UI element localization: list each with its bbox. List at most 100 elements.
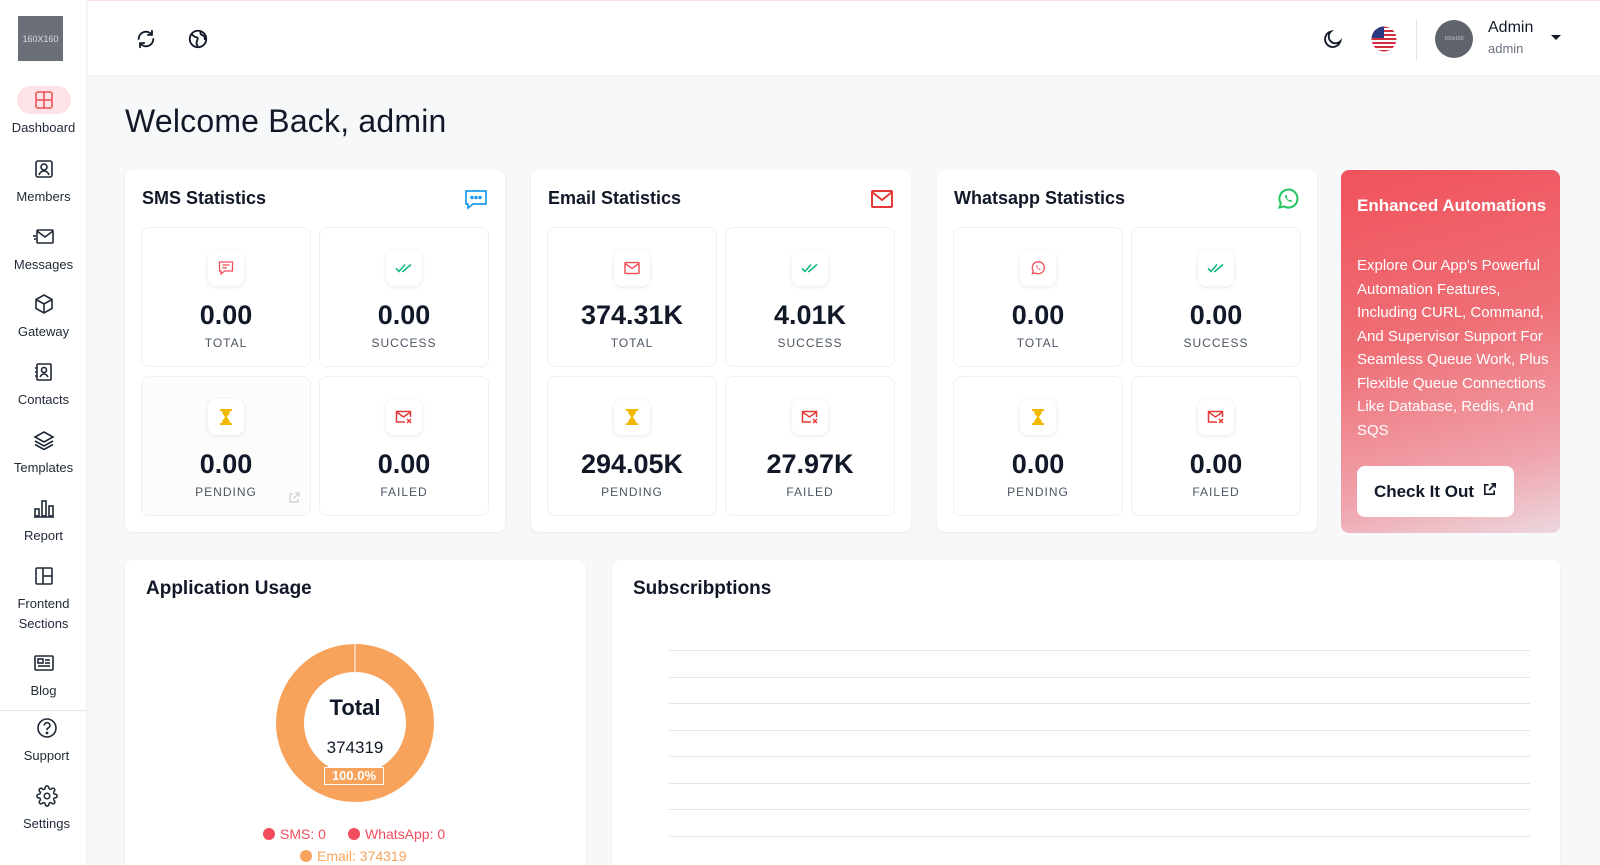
donut-data-label: 100.0% — [324, 767, 384, 785]
email-total-tile[interactable]: 374.31K TOTAL — [547, 227, 717, 367]
sidebar-item-label: Messages — [13, 257, 74, 272]
tile-label: TOTAL — [610, 336, 654, 350]
sms-total-tile[interactable]: 0.00 TOTAL — [141, 227, 311, 367]
double-check-icon — [386, 250, 422, 286]
legend-label: Email: 374319 — [317, 848, 407, 864]
mail-x-icon — [1198, 399, 1234, 435]
whatsapp-pending-tile[interactable]: 0.00 PENDING — [953, 376, 1123, 516]
topbar-divider — [1416, 19, 1417, 61]
card-title: Whatsapp Statistics — [954, 188, 1126, 208]
sidebar-item-label: Blog — [30, 683, 57, 698]
double-check-icon — [1198, 250, 1234, 286]
email-pending-tile[interactable]: 294.05K PENDING — [547, 376, 717, 516]
sms-pending-tile[interactable]: 0.00 PENDING — [141, 376, 311, 516]
double-check-icon — [792, 250, 828, 286]
donut-center-value: 374319 — [326, 738, 384, 757]
page-title: Welcome Back, admin — [125, 103, 447, 139]
moon-icon[interactable] — [1320, 26, 1346, 52]
promo-text: Explore Our App's Powerful Automation Fe… — [1357, 257, 1549, 439]
sidebar-item-dashboard[interactable]: Dashboard — [0, 86, 87, 138]
whatsapp-success-tile[interactable]: 0.00 SUCCESS — [1131, 227, 1301, 367]
sidebar-item-label: Gateway — [17, 324, 70, 339]
sidebar-item-gateway[interactable]: Gateway — [0, 290, 87, 342]
sidebar-item-settings[interactable]: Settings — [3, 782, 90, 834]
logo-text: 160X160 — [22, 33, 59, 44]
promo-title: Enhanced Automations — [1357, 196, 1547, 215]
envelope-icon — [869, 186, 895, 212]
legend-item-whatsapp[interactable]: WhatsApp: 0 — [348, 826, 445, 842]
gear-icon — [20, 782, 74, 810]
button-label: Check It Out — [1373, 481, 1475, 501]
refresh-icon[interactable] — [133, 26, 159, 52]
mail-x-icon — [792, 399, 828, 435]
card-title: SMS Statistics — [142, 188, 267, 208]
whatsapp-icon — [1020, 250, 1056, 286]
legend-label: WhatsApp: 0 — [365, 826, 446, 842]
newspaper-icon — [17, 649, 71, 677]
user-role: admin — [1488, 41, 1524, 56]
chart-gridline — [669, 836, 1530, 837]
sidebar-item-label: Dashboard — [11, 120, 76, 135]
email-statistics-card: Email Statistics 374.31K TOTAL 4.01K SUC… — [531, 170, 911, 532]
chart-gridline — [669, 677, 1530, 678]
layout-icon — [17, 562, 71, 590]
sidebar-item-label: Members — [16, 189, 71, 204]
topbar: 160x160 Admin admin — [88, 0, 1600, 76]
legend-item-sms[interactable]: SMS: 0 — [263, 826, 326, 842]
sidebar-item-report[interactable]: Report — [0, 494, 87, 546]
legend-dot — [300, 850, 312, 862]
check-it-out-button[interactable]: Check It Out — [1357, 466, 1514, 517]
email-success-tile[interactable]: 4.01K SUCCESS — [725, 227, 895, 367]
tile-label: PENDING — [195, 485, 257, 499]
whatsapp-total-tile[interactable]: 0.00 TOTAL — [953, 227, 1123, 367]
sms-total-value: 0.00 — [199, 300, 253, 330]
chevron-down-icon[interactable] — [1548, 29, 1564, 45]
question-circle-icon — [20, 714, 74, 742]
sidebar-item-label: Settings — [23, 816, 70, 831]
sidebar-item-label: Frontend Sections — [17, 596, 70, 631]
whatsapp-failed-value: 0.00 — [1189, 449, 1243, 479]
whatsapp-total-value: 0.00 — [1011, 300, 1065, 330]
sidebar-item-contacts[interactable]: Contacts — [0, 358, 87, 410]
tile-label: PENDING — [601, 485, 663, 499]
grid-icon — [16, 86, 71, 114]
whatsapp-success-value: 0.00 — [1189, 300, 1243, 330]
sms-failed-tile[interactable]: 0.00 FAILED — [319, 376, 489, 516]
email-pending-value: 294.05K — [580, 449, 684, 479]
legend-label: SMS: 0 — [280, 826, 326, 842]
sidebar-item-templates[interactable]: Templates — [0, 426, 87, 478]
sidebar-item-frontend-sections[interactable]: Frontend Sections — [0, 562, 87, 634]
chart-gridline — [669, 730, 1530, 731]
legend-item-email[interactable]: Email: 374319 — [300, 848, 407, 864]
sidebar-item-blog[interactable]: Blog — [0, 649, 87, 701]
us-flag-icon[interactable] — [1371, 26, 1397, 52]
automation-promo-card: Enhanced Automations Explore Our App's P… — [1341, 170, 1560, 533]
sms-success-value: 0.00 — [377, 300, 431, 330]
email-success-value: 4.01K — [773, 300, 847, 330]
sms-success-tile[interactable]: 0.00 SUCCESS — [319, 227, 489, 367]
email-failed-tile[interactable]: 27.97K FAILED — [725, 376, 895, 516]
tile-label: SUCCESS — [1183, 336, 1249, 350]
email-total-value: 374.31K — [580, 300, 684, 330]
globe-icon[interactable] — [185, 26, 211, 52]
donut-svg — [276, 644, 434, 802]
tile-label: PENDING — [1007, 485, 1069, 499]
email-failed-value: 27.97K — [766, 449, 854, 479]
sidebar-item-support[interactable]: Support — [3, 714, 90, 766]
user-name[interactable]: Admin — [1488, 19, 1534, 36]
bar-chart-icon — [17, 494, 71, 522]
sidebar-item-members[interactable]: Members — [0, 155, 87, 207]
sidebar-item-label: Templates — [13, 460, 74, 475]
mail-x-icon — [386, 399, 422, 435]
sms-failed-value: 0.00 — [377, 449, 431, 479]
avatar-text: 160x160 — [1444, 36, 1464, 42]
tile-label: FAILED — [380, 485, 428, 499]
donut-center-label: Total — [329, 695, 381, 720]
avatar[interactable]: 160x160 — [1435, 20, 1473, 58]
external-link-icon[interactable] — [288, 491, 300, 503]
sidebar-item-messages[interactable]: Messages — [0, 223, 87, 275]
whatsapp-failed-tile[interactable]: 0.00 FAILED — [1131, 376, 1301, 516]
logo[interactable]: 160X160 — [18, 16, 63, 61]
sidebar-item-label: Report — [23, 528, 64, 543]
hourglass-icon — [208, 399, 244, 435]
